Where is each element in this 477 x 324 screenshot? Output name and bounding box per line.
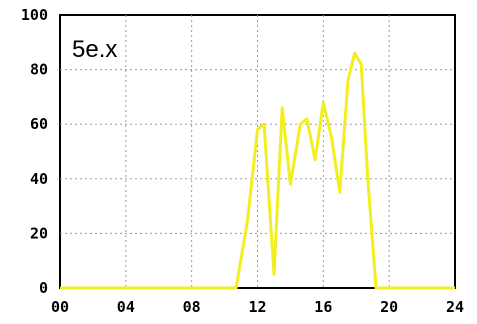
- y-tick-label: 0: [39, 279, 48, 297]
- x-tick-label: 00: [51, 298, 69, 316]
- series-line-0: [60, 51, 455, 290]
- x-tick-label: 12: [248, 298, 266, 316]
- y-axis-tick-labels: 0 20 40 60 80 100: [21, 6, 48, 297]
- y-tick-label: 100: [21, 6, 48, 24]
- x-tick-label: 16: [314, 298, 332, 316]
- series-layer: [60, 51, 455, 290]
- x-axis-tick-labels: 00 04 08 12 16 20 24: [51, 298, 464, 316]
- x-tick-label: 20: [380, 298, 398, 316]
- x-tick-label: 08: [183, 298, 201, 316]
- y-tick-label: 60: [30, 115, 48, 133]
- grid-lines: [60, 15, 455, 288]
- panel-label: 5e.x: [72, 36, 117, 63]
- x-tick-label: 04: [117, 298, 135, 316]
- x-tick-label: 24: [446, 298, 464, 316]
- y-tick-label: 40: [30, 170, 48, 188]
- y-tick-label: 20: [30, 224, 48, 242]
- y-tick-label: 80: [30, 61, 48, 79]
